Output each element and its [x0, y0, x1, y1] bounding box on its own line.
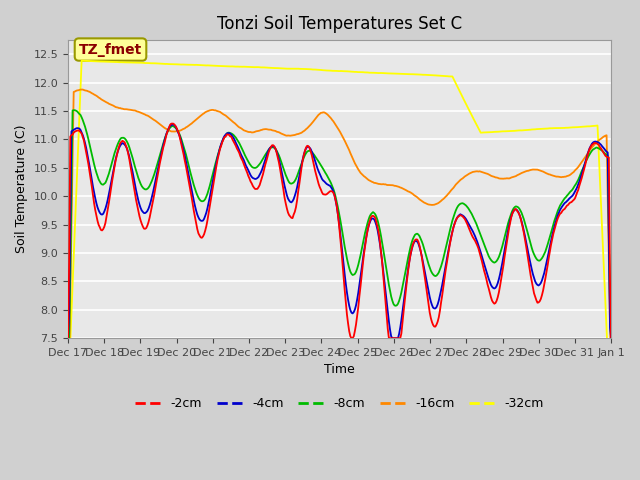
- X-axis label: Time: Time: [324, 363, 355, 376]
- Title: Tonzi Soil Temperatures Set C: Tonzi Soil Temperatures Set C: [217, 15, 462, 33]
- Text: TZ_fmet: TZ_fmet: [79, 43, 142, 57]
- Y-axis label: Soil Temperature (C): Soil Temperature (C): [15, 125, 28, 253]
- Legend: -2cm, -4cm, -8cm, -16cm, -32cm: -2cm, -4cm, -8cm, -16cm, -32cm: [131, 392, 548, 415]
